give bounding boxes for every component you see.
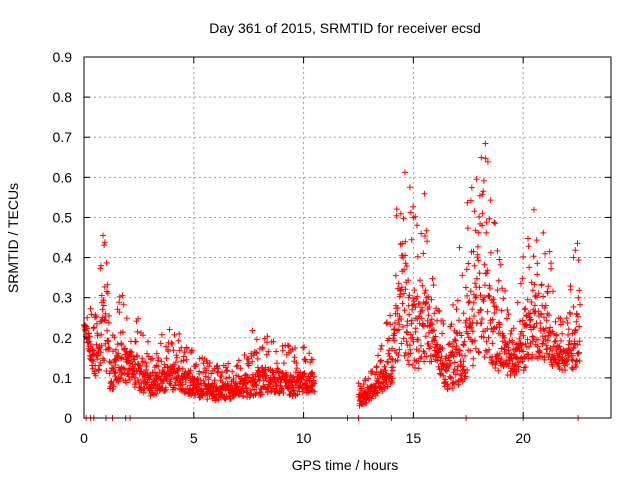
y-tick-label: 0.4 (53, 250, 73, 266)
plot-frame (83, 56, 612, 419)
srmtid-markers (81, 140, 584, 421)
y-tick-label: 0.1 (53, 370, 73, 386)
y-tick-label: 0.2 (53, 330, 73, 346)
y-axis-label: SRMTID / TECUs (5, 183, 21, 293)
x-tick-label: 20 (515, 430, 531, 446)
chart-title: Day 361 of 2015, SRMTID for receiver ecs… (209, 20, 481, 36)
y-tick-label: 0.8 (53, 89, 73, 105)
grid-lines (84, 57, 611, 418)
x-tick-label: 15 (406, 430, 422, 446)
y-tick-label: 0.6 (53, 169, 73, 185)
x-axis-label: GPS time / hours (292, 457, 399, 473)
y-tick-label: 0 (64, 410, 72, 426)
x-tick-label: 5 (190, 430, 198, 446)
x-tick-labels: 0 5 10 15 20 (80, 430, 531, 446)
data-points (81, 140, 584, 421)
y-tick-labels: 0 0.1 0.2 0.3 0.4 0.5 0.6 0.7 0.8 0.9 (53, 49, 73, 426)
y-tick-label: 0.3 (53, 290, 73, 306)
x-tick-label: 10 (296, 430, 312, 446)
y-tick-label: 0.5 (53, 209, 73, 225)
y-tick-label: 0.9 (53, 49, 73, 65)
y-tick-label: 0.7 (53, 129, 73, 145)
axis-ticks (83, 56, 611, 419)
x-tick-label: 0 (80, 430, 88, 446)
